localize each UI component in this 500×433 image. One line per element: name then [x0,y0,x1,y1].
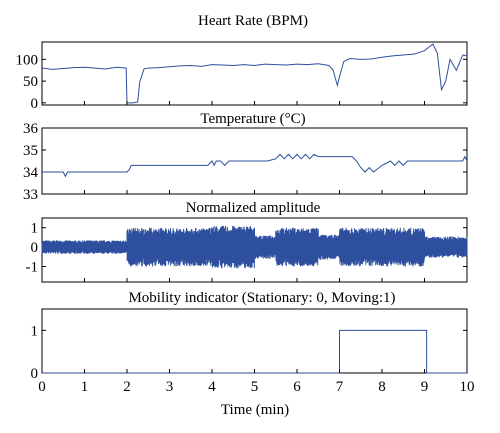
y-ticks-heart-rate: 100 50 0 [16,52,467,112]
x-tick-label: 5 [251,379,259,395]
plot-frame-mobility [41,308,468,374]
x-tick-label: 0 [38,379,46,395]
y-tick-label: 1 [31,323,39,339]
y-tick-label: -1 [26,259,39,275]
x-ticks: 0 1 2 3 4 5 6 7 8 9 10 [38,101,475,395]
series-line-mobility [42,329,467,374]
x-tick-label: 7 [336,379,344,395]
y-tick-label: 50 [23,74,38,90]
y-tick-label: 0 [31,240,39,256]
panel-title-amplitude: Normalized amplitude [186,200,321,216]
panel-title-heart-rate: Heart Rate (BPM) [198,13,308,29]
y-tick-label: 100 [16,52,39,68]
x-tick-label: 2 [123,379,131,395]
y-tick-label: 1 [31,221,39,237]
series-line-heart-rate [41,43,468,104]
x-tick-label: 8 [378,379,386,395]
y-tick-label: 33 [23,187,38,203]
x-tick-label: 9 [421,379,429,395]
x-tick-label: 1 [81,379,89,395]
series-line-temperature [42,153,468,178]
x-axis-label: Time (min) [221,402,289,418]
x-tick-label: 4 [208,379,216,395]
x-tick-label: 10 [460,379,475,395]
panel-heart-rate: Heart Rate (BPM) 100 50 0 [16,13,468,112]
x-tick-label: 3 [166,379,174,395]
y-ticks-temperature: 36 35 34 33 [23,121,467,203]
panel-title-temperature: Temperature (°C) [200,111,305,127]
y-tick-label: 0 [31,366,39,382]
y-tick-label: 35 [23,143,38,159]
series-line-amplitude [41,225,468,269]
panel-temperature: Temperature (°C) 36 35 34 33 [23,111,468,203]
y-tick-label: 36 [23,121,39,137]
panel-mobility: Mobility indicator (Stationary: 0, Movin… [31,101,475,418]
panel-amplitude: Normalized amplitude 1 0 -1 [26,200,468,283]
x-tick-label: 6 [293,379,301,395]
y-tick-label: 0 [31,96,39,112]
plot-frame-heart-rate [41,41,468,106]
panel-title-mobility: Mobility indicator (Stationary: 0, Movin… [128,290,395,306]
y-tick-label: 34 [23,165,39,181]
y-ticks-amplitude: 1 0 -1 [26,221,467,275]
